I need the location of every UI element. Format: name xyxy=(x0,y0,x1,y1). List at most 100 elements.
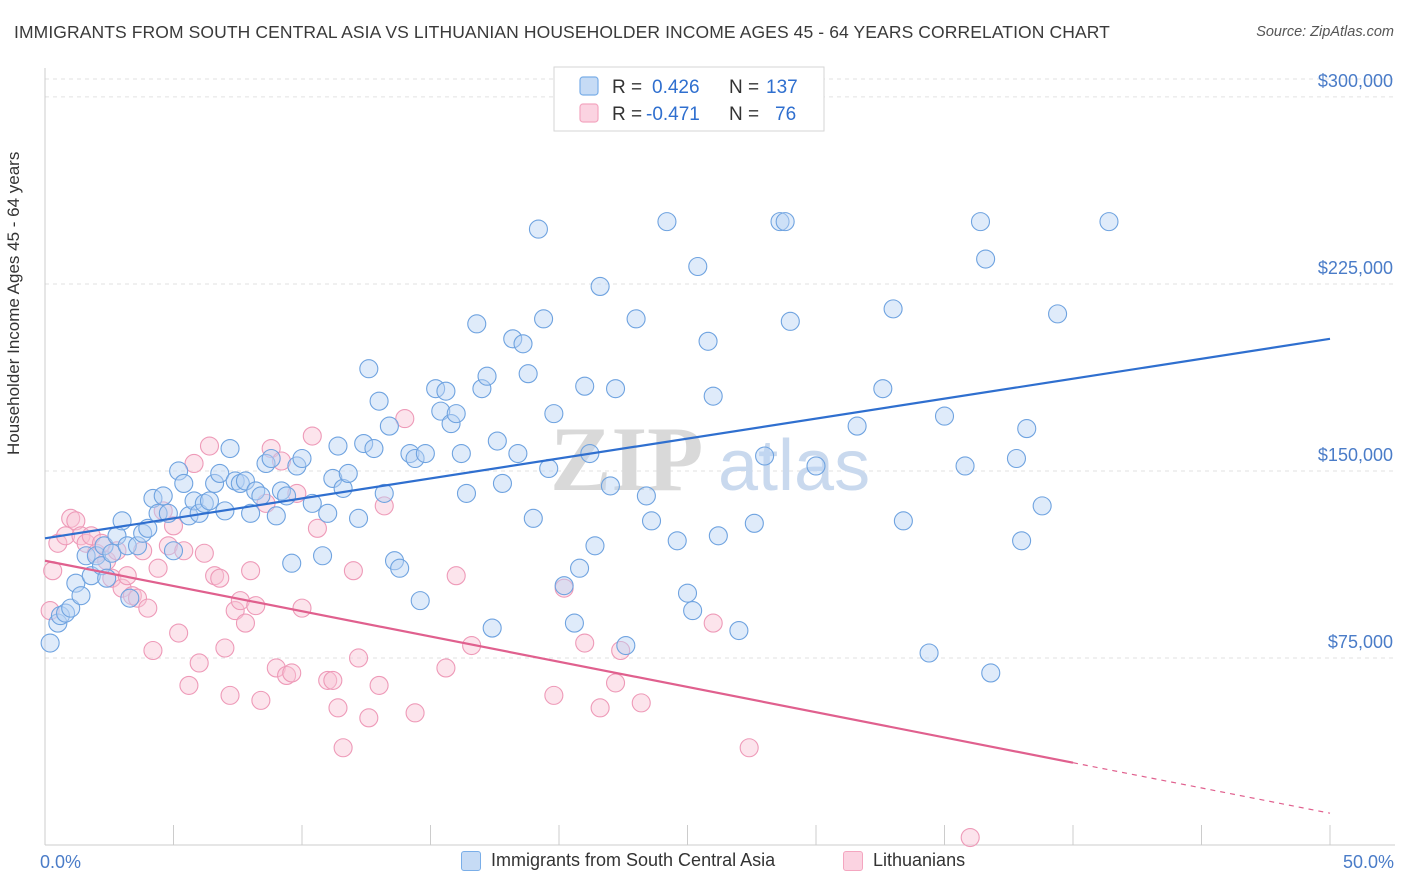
lithuanians-point xyxy=(127,588,148,608)
legend-n-label-1: N = xyxy=(729,77,759,98)
immigrants-point xyxy=(1012,531,1032,551)
legend-n-value-1: 137 xyxy=(766,77,798,98)
y-tick-label: $150,000 xyxy=(1318,445,1393,465)
lithuanians-point xyxy=(112,578,132,598)
immigrants-point xyxy=(626,309,646,329)
lithuanians-point xyxy=(225,601,245,621)
lithuanians-point xyxy=(307,518,327,538)
immigrants-point xyxy=(955,456,975,476)
immigrants-point xyxy=(451,443,471,464)
immigrants-point xyxy=(729,621,749,641)
immigrants-point xyxy=(174,473,194,493)
lithuanians-point xyxy=(302,426,322,446)
immigrants-point xyxy=(199,491,220,511)
legend-r-label-1: R = xyxy=(612,77,642,98)
lithuanians-trend-extension xyxy=(1072,762,1331,814)
immigrants-point xyxy=(61,598,81,618)
immigrants-point xyxy=(492,473,513,493)
lithuanians-point xyxy=(107,541,127,561)
immigrants-point xyxy=(528,219,548,239)
immigrants-point xyxy=(66,573,86,593)
lithuanians-point xyxy=(282,663,302,683)
legend-swatch-pink xyxy=(579,103,599,123)
immigrants-point xyxy=(348,508,369,528)
lithuanians-point xyxy=(436,658,456,678)
lithuanians-point xyxy=(169,623,189,643)
lithuanians-point xyxy=(205,566,225,586)
immigrants-point xyxy=(379,416,399,436)
immigrants-point xyxy=(641,511,662,531)
immigrants-point xyxy=(441,414,461,434)
lithuanians-point xyxy=(148,558,168,578)
immigrants-point xyxy=(120,588,140,608)
lithuanians-point xyxy=(292,598,312,618)
y-tick-labels: $75,000 $150,000 $225,000 $300,000 xyxy=(1318,71,1393,652)
legend-n-value-2: 76 xyxy=(775,104,796,125)
lithuanians-point xyxy=(261,438,281,459)
immigrants-point xyxy=(703,386,723,406)
immigrants-point xyxy=(847,416,867,436)
immigrants-point xyxy=(513,334,533,354)
lithuanians-point xyxy=(323,670,343,690)
immigrants-point xyxy=(364,438,384,459)
bottom-legend-item-immigrants[interactable]: Immigrants from South Central Asia xyxy=(461,850,775,871)
lithuanians-point xyxy=(251,690,271,710)
immigrants-point xyxy=(636,486,656,506)
lithuanians-point xyxy=(210,568,230,588)
immigrants-point xyxy=(210,463,230,484)
lithuanians-point xyxy=(48,533,68,553)
immigrants-point xyxy=(770,212,790,232)
immigrants-point xyxy=(292,448,312,469)
immigrants-point xyxy=(976,249,996,269)
legend-n-label-2: N = xyxy=(729,104,759,125)
legend-box xyxy=(553,66,825,132)
lithuanians-point xyxy=(343,561,363,581)
lithuanians-point xyxy=(369,675,389,695)
immigrants-point xyxy=(261,448,281,469)
immigrants-point xyxy=(369,391,389,411)
immigrants-point xyxy=(266,506,286,526)
immigrants-point xyxy=(318,503,338,523)
immigrants-point xyxy=(127,536,148,556)
watermark-atlas: atlas xyxy=(718,426,870,506)
immigrants-point xyxy=(194,493,214,513)
lithuanians-point xyxy=(348,648,369,668)
lithuanians-point xyxy=(575,633,595,653)
immigrants-point xyxy=(919,643,939,663)
lithuanians-point xyxy=(246,596,266,616)
lithuanians-point xyxy=(960,827,980,848)
immigrants-point xyxy=(873,379,893,399)
immigrants-point xyxy=(390,558,410,578)
y-axis-label: Householder Income Ages 45 - 64 years xyxy=(4,151,23,455)
lithuanians-point xyxy=(61,508,81,528)
immigrants-point xyxy=(744,513,764,533)
lithuanians-point xyxy=(277,665,297,685)
immigrants-point xyxy=(806,456,826,476)
immigrants-point xyxy=(102,543,122,563)
bottom-legend-item-lithuanians[interactable]: Lithuanians xyxy=(843,850,965,871)
lithuanians-point xyxy=(66,511,86,531)
lithuanians-trend-line xyxy=(44,559,1074,764)
immigrants-point xyxy=(241,503,261,523)
y-tick-label: $225,000 xyxy=(1318,258,1393,278)
immigrants-point xyxy=(251,486,271,506)
immigrants-point xyxy=(431,401,451,421)
immigrants-point xyxy=(153,486,173,506)
immigrants-point xyxy=(302,493,322,513)
immigrants-point xyxy=(117,536,137,556)
bottom-legend-label-immigrants: Immigrants from South Central Asia xyxy=(491,850,776,870)
lithuanians-point xyxy=(395,409,415,429)
x-axis-min-label: 0.0% xyxy=(40,852,82,872)
immigrants-point xyxy=(50,606,70,626)
lithuanians-point xyxy=(318,670,338,690)
lithuanians-point xyxy=(590,698,610,718)
lithuanians-point xyxy=(194,543,214,563)
immigrants-point xyxy=(683,601,703,621)
immigrants-point xyxy=(169,461,189,481)
immigrants-point xyxy=(1006,448,1027,469)
lithuanians-point xyxy=(220,685,240,705)
immigrants-point xyxy=(163,541,184,561)
immigrants-point xyxy=(313,546,333,566)
immigrants-point xyxy=(282,553,302,573)
lithuanians-point xyxy=(266,658,286,678)
